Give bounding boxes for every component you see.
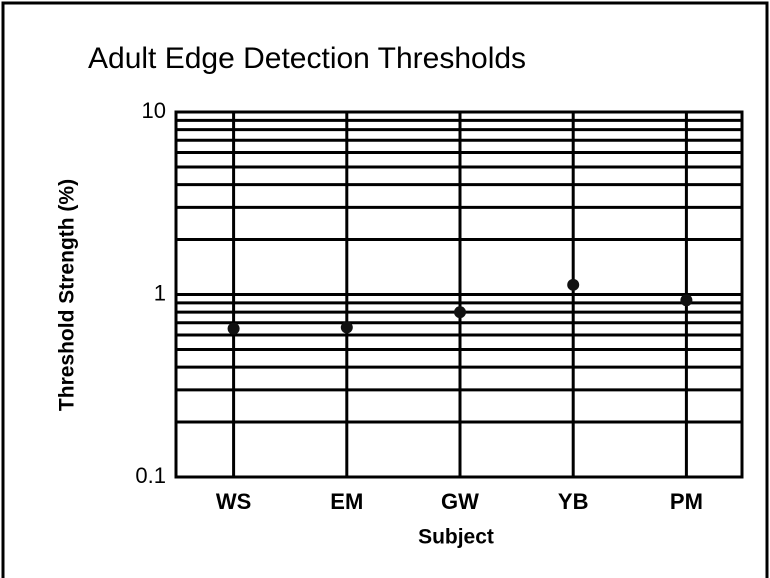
chart-title: Adult Edge Detection Thresholds <box>88 42 526 75</box>
x-axis-label: Subject <box>418 526 494 549</box>
x-tick-label: WS <box>216 489 251 514</box>
x-tick-label: GW <box>441 489 479 514</box>
x-tick-label: YB <box>558 489 589 514</box>
point <box>227 322 240 335</box>
y-tick-label: 0.1 <box>135 463 166 488</box>
point <box>340 321 353 334</box>
y-tick-label: 1 <box>154 280 166 305</box>
point <box>567 278 580 291</box>
point <box>454 306 466 319</box>
point <box>680 294 693 307</box>
y-axis-label: Threshold Strength (%) <box>56 179 79 411</box>
y-tick-label: 10 <box>142 98 166 123</box>
x-tick-label: EM <box>330 489 363 514</box>
x-tick-label: PM <box>670 489 703 514</box>
